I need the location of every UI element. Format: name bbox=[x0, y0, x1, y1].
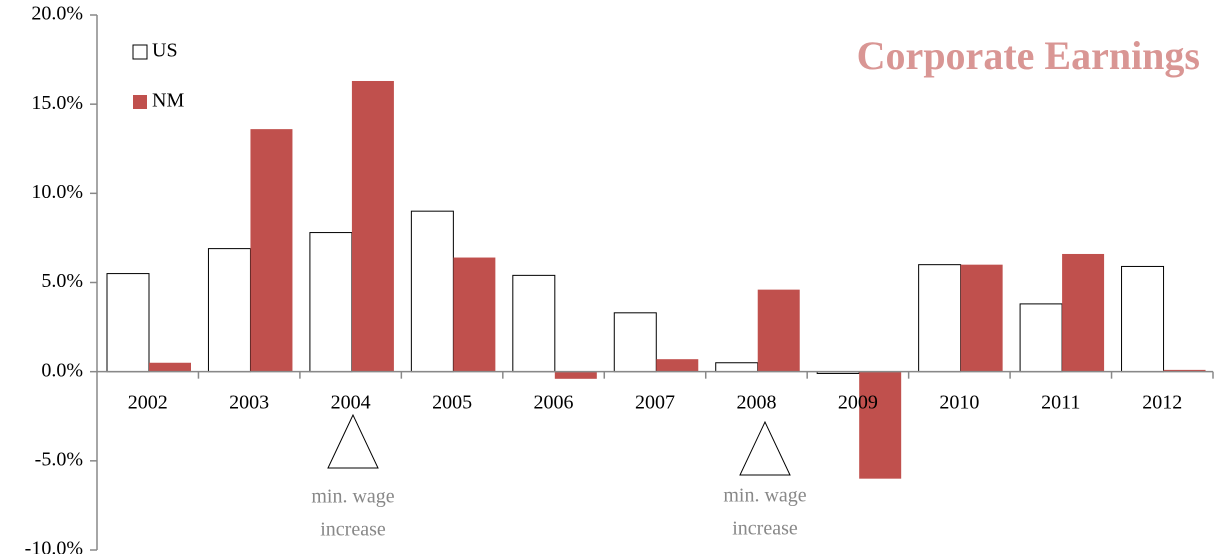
bar bbox=[613, 312, 657, 373]
bar bbox=[512, 274, 556, 373]
y-tick-label: -5.0% bbox=[35, 448, 83, 470]
bar bbox=[453, 257, 496, 372]
legend-swatch bbox=[133, 95, 147, 109]
annotation-triangle bbox=[327, 413, 379, 469]
annotation-text: increase bbox=[732, 518, 798, 540]
bar bbox=[757, 289, 800, 372]
y-tick-label: 10.0% bbox=[31, 181, 83, 203]
x-tick-label: 2009 bbox=[838, 391, 878, 413]
y-tick-label: -10.0% bbox=[25, 538, 83, 554]
legend-label: US bbox=[152, 40, 178, 62]
bar bbox=[309, 232, 353, 373]
x-tick-label: 2011 bbox=[1041, 391, 1080, 413]
legend-label: NM bbox=[152, 90, 184, 112]
bar bbox=[351, 80, 394, 372]
y-tick-label: 0.0% bbox=[41, 359, 83, 381]
x-tick-label: 2007 bbox=[635, 391, 675, 413]
x-tick-label: 2002 bbox=[128, 391, 168, 413]
bar bbox=[656, 359, 699, 372]
y-tick-label: 5.0% bbox=[41, 270, 83, 292]
bar bbox=[1062, 253, 1105, 372]
legend-swatch bbox=[132, 44, 148, 60]
bar bbox=[554, 371, 597, 379]
x-tick-label: 2003 bbox=[229, 391, 269, 413]
bar bbox=[859, 371, 902, 479]
bar bbox=[106, 273, 150, 373]
bar bbox=[1019, 303, 1063, 373]
annotation-triangle bbox=[739, 420, 791, 476]
bar bbox=[1163, 369, 1206, 372]
annotation-text: increase bbox=[320, 519, 386, 541]
x-tick-label: 2012 bbox=[1142, 391, 1182, 413]
annotation-text: min. wage bbox=[723, 485, 806, 507]
y-tick-label: 15.0% bbox=[31, 92, 83, 114]
x-tick-label: 2008 bbox=[736, 391, 776, 413]
x-tick-label: 2005 bbox=[432, 391, 472, 413]
x-tick-label: 2010 bbox=[939, 391, 979, 413]
bar bbox=[715, 362, 759, 373]
bar bbox=[149, 362, 191, 372]
x-tick-label: 2004 bbox=[331, 391, 371, 413]
bar bbox=[207, 248, 251, 373]
y-tick-label: 20.0% bbox=[31, 3, 83, 25]
bar bbox=[250, 129, 293, 372]
bar bbox=[410, 210, 454, 373]
chart-title: Corporate Earnings bbox=[857, 33, 1200, 78]
bar bbox=[918, 264, 962, 373]
x-tick-label: 2006 bbox=[534, 391, 574, 413]
bar bbox=[960, 264, 1003, 372]
bar bbox=[1121, 265, 1165, 373]
annotation-text: min. wage bbox=[311, 486, 394, 508]
